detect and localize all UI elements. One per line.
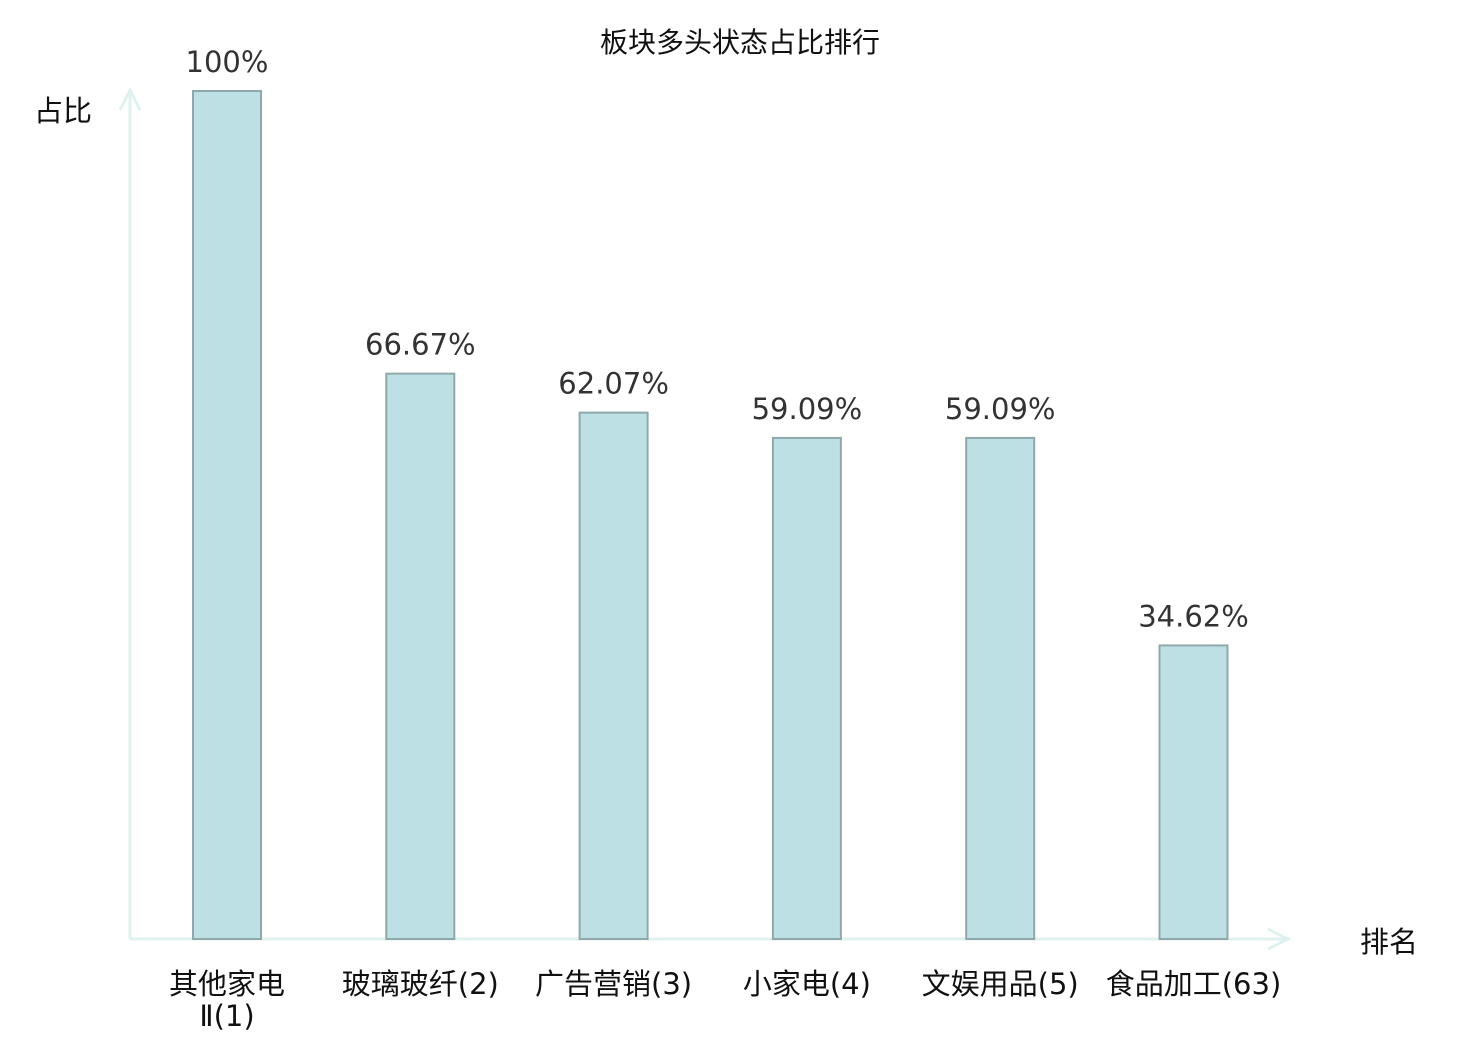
x-axis-arrow-icon [1267,927,1292,951]
chart-title: 板块多头状态占比排行 [600,26,880,59]
bar [771,436,842,940]
bar [1158,644,1229,941]
bar [192,90,262,940]
data-label: 34.62% [1138,599,1249,633]
x-tick-label: 玻璃玻纤(2) [342,967,499,1001]
data-label: 62.07% [558,367,669,401]
bar [385,372,456,940]
bar [578,411,649,940]
data-labels: 100% 66.67% 62.07% 59.09% 59.09% 34.62% [186,45,1249,633]
x-tick-label: 广告营销(3) [535,967,692,1001]
axes [118,86,1292,951]
x-axis-label: 排名 [1360,925,1418,959]
data-label: 100% [186,45,269,79]
data-label: 66.67% [365,328,476,362]
y-axis-arrow-icon [118,86,142,111]
data-label: 59.09% [752,392,863,426]
y-axis-label: 占比 [34,94,92,128]
bar [965,436,1036,940]
data-label: 59.09% [945,392,1056,426]
x-tick-label: 其他家电 [169,967,285,1001]
x-tick-label: 小家电(4) [743,967,871,1001]
bars [192,90,1229,941]
x-tick-label: 食品加工(63) [1106,967,1282,1001]
x-tick-label-rank: Ⅱ(1) [199,999,254,1033]
x-tick-label: 文娱用品(5) [922,967,1079,1001]
